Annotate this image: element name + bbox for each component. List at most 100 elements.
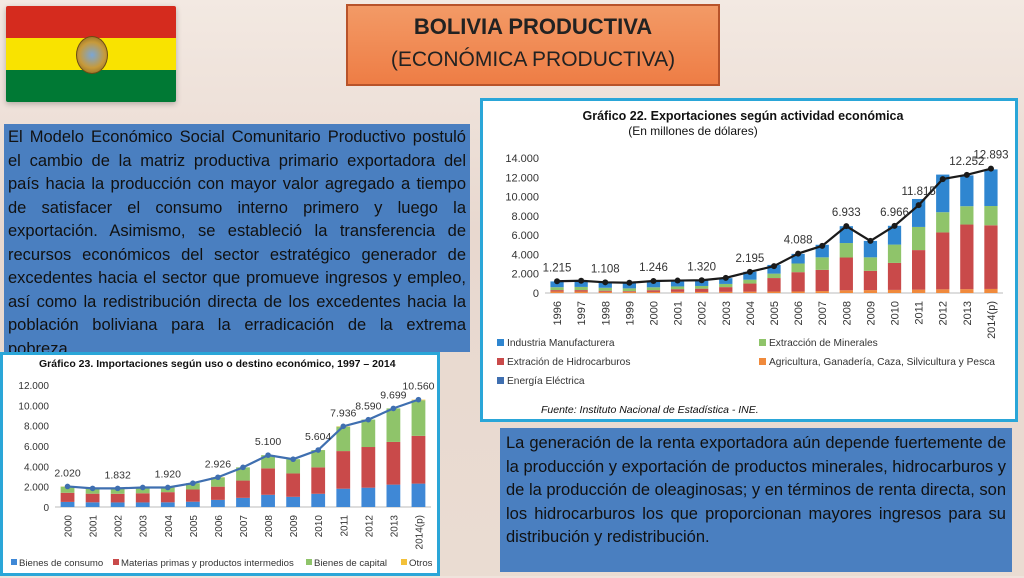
bar-segment <box>286 473 300 496</box>
bar-segment <box>719 287 732 292</box>
bar-segment <box>61 502 75 507</box>
bar-segment <box>261 495 275 507</box>
total-data-label: 6.933 <box>832 207 861 219</box>
x-tick-label: 2004 <box>745 301 757 325</box>
x-tick-label: 2013 <box>962 301 974 325</box>
legend-label: Extración de Hidrocarburos <box>507 357 630 368</box>
bar-segment <box>412 436 426 484</box>
total-point <box>554 278 560 284</box>
x-tick-label: 2008 <box>264 515 275 538</box>
bar-segment <box>671 286 684 289</box>
y-tick-label: 12.000 <box>18 381 49 392</box>
bar-segment <box>236 481 250 498</box>
x-tick-label: 1998 <box>600 301 612 325</box>
bar-segment <box>816 257 829 270</box>
bar-segment <box>599 288 612 291</box>
bar-segment <box>261 468 275 494</box>
bar-segment <box>984 169 997 206</box>
total-data-label: 5.100 <box>255 436 281 448</box>
total-point <box>290 456 296 462</box>
legend-label: Agricultura, Ganadería, Caza, Silvicultu… <box>769 357 995 368</box>
legend-swatch <box>759 358 766 365</box>
legend-label: Industria Manufacturera <box>507 338 615 349</box>
total-data-label: 1.246 <box>639 262 668 274</box>
y-tick-label: 2.000 <box>24 483 49 494</box>
total-point <box>626 280 632 286</box>
bar-segment <box>550 290 563 291</box>
total-point <box>988 166 994 172</box>
total-point <box>391 406 397 412</box>
x-tick-label: 2006 <box>793 301 805 325</box>
x-tick-label: 2010 <box>890 301 902 325</box>
legend-swatch <box>497 358 504 365</box>
x-tick-label: 2011 <box>339 515 350 537</box>
total-point <box>140 485 146 491</box>
bar-segment <box>936 289 949 293</box>
x-tick-label: 2013 <box>389 515 400 538</box>
bar-segment <box>387 485 401 507</box>
bar-segment <box>86 502 100 507</box>
x-tick-label: 2012 <box>364 515 375 538</box>
total-point <box>964 172 970 178</box>
total-data-label: 2.020 <box>54 467 80 479</box>
bar-segment <box>647 287 660 290</box>
bar-segment <box>623 291 636 292</box>
bar-segment <box>623 292 636 293</box>
bar-segment <box>912 227 925 250</box>
bar-segment <box>336 451 350 489</box>
legend-label: Extracción de Minerales <box>769 338 878 349</box>
y-tick-label: 8.000 <box>511 211 539 223</box>
x-tick-label: 2002 <box>697 301 709 325</box>
bar-segment <box>647 290 660 292</box>
bar-segment <box>791 291 804 293</box>
x-tick-label: 2011 <box>914 301 926 325</box>
bar-segment <box>550 291 563 293</box>
exports-chart: Gráfico 22. Exportaciones según activida… <box>480 98 1018 422</box>
x-tick-label: 2009 <box>865 301 877 325</box>
total-point <box>90 486 96 492</box>
bar-segment <box>186 502 200 507</box>
title-line-1: BOLIVIA PRODUCTIVA <box>348 14 718 40</box>
total-data-label: 1.832 <box>105 469 131 481</box>
bar-segment <box>912 250 925 290</box>
x-tick-label: 2004 <box>164 515 175 538</box>
total-point <box>675 278 681 284</box>
chart-title: Gráfico 22. Exportaciones según activida… <box>583 109 905 123</box>
exports-chart-svg: Gráfico 22. Exportaciones según activida… <box>483 101 1015 419</box>
bar-segment <box>960 289 973 293</box>
y-tick-label: 6.000 <box>24 442 49 453</box>
bar-segment <box>161 502 175 507</box>
x-tick-label: 2003 <box>139 515 150 538</box>
total-point <box>650 278 656 284</box>
total-point <box>892 223 898 229</box>
bar-segment <box>599 292 612 293</box>
chart-subtitle: (En millones de dólares) <box>628 124 757 138</box>
legend-label: Bienes de consumo <box>19 558 103 569</box>
bar-segment <box>412 484 426 507</box>
bar-segment <box>864 257 877 271</box>
bar-segment <box>840 243 853 257</box>
bar-segment <box>575 292 588 293</box>
y-tick-label: 14.000 <box>505 153 539 165</box>
x-tick-label: 1996 <box>552 301 564 325</box>
bar-segment <box>575 290 588 291</box>
total-data-label: 1.215 <box>543 262 572 274</box>
total-data-label: 1.920 <box>155 468 181 480</box>
y-tick-label: 10.000 <box>505 192 539 204</box>
total-point <box>819 243 825 249</box>
legend-swatch <box>113 559 119 565</box>
bar-segment <box>550 287 563 290</box>
bar-segment <box>186 490 200 502</box>
total-data-label: 11.815 <box>901 186 935 198</box>
total-point <box>190 480 196 486</box>
bar-segment <box>211 500 225 507</box>
x-tick-label: 1999 <box>624 301 636 325</box>
total-data-label: 5.604 <box>305 431 331 443</box>
bar-segment <box>719 292 732 293</box>
bar-segment <box>888 290 901 293</box>
total-data-label: 12.893 <box>973 150 1008 162</box>
bar-segment <box>695 292 708 293</box>
bar-segment <box>336 489 350 507</box>
bar-segment <box>211 487 225 500</box>
legend-swatch <box>306 559 312 565</box>
